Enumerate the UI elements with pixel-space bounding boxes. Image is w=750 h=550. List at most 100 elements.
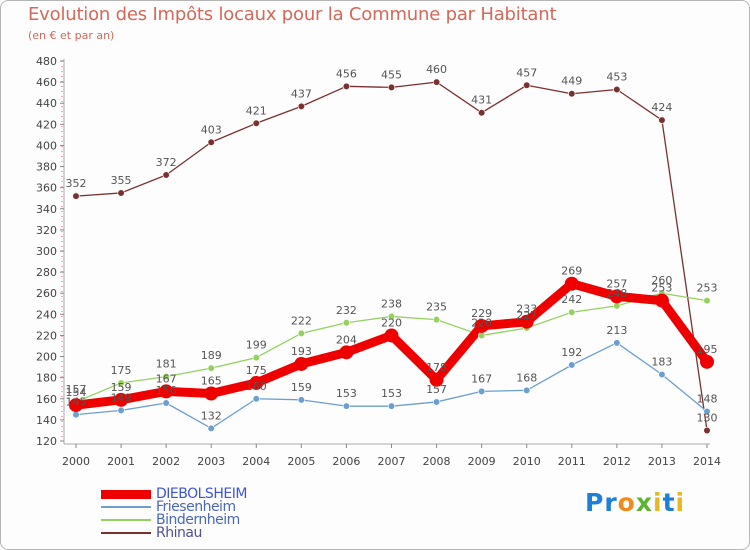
x-tick-label: 2005 [287,455,315,468]
data-label-bindernheim: 227 [516,309,537,322]
data-label-bindernheim: 248 [606,287,627,300]
data-label-rhinau: 355 [111,174,132,187]
data-label-bindernheim: 220 [471,316,492,329]
data-label-rhinau: 449 [561,75,582,88]
data-label-friesenheim: 213 [606,324,627,337]
point-rhinau [72,192,80,200]
data-label-rhinau: 437 [291,87,312,100]
x-tick-label: 2013 [648,455,676,468]
point-friesenheim [207,424,215,432]
data-label-friesenheim: 153 [381,387,402,400]
point-friesenheim [478,387,486,395]
data-label-bindernheim: 235 [426,301,447,314]
y-tick-label: 260 [36,287,57,300]
x-tick-label: 2010 [513,455,541,468]
point-friesenheim [432,398,441,406]
point-friesenheim [72,411,80,419]
data-label-bindernheim: 232 [336,304,357,317]
data-label-rhinau: 130 [697,411,718,424]
point-friesenheim [703,407,711,416]
point-rhinau [387,83,396,91]
point-friesenheim [613,339,621,347]
point-bindernheim [478,331,486,340]
point-bindernheim [387,312,396,321]
x-tick-label: 2006 [332,455,360,468]
point-friesenheim [387,402,396,410]
y-tick-label: 200 [36,351,57,364]
data-label-diebolsheim: 229 [471,307,492,320]
point-bindernheim [207,364,215,372]
data-label-friesenheim: 192 [561,346,582,359]
x-tick-label: 2003 [197,455,225,468]
point-friesenheim [568,361,576,369]
data-label-friesenheim: 160 [246,380,267,393]
x-tick-label: 2014 [693,455,721,468]
data-label-friesenheim: 183 [651,356,672,369]
data-label-bindernheim: 260 [651,274,672,287]
x-tick-label: 2002 [152,455,180,468]
data-label-rhinau: 457 [516,66,537,79]
point-friesenheim [162,399,170,407]
point-rhinau [432,78,441,86]
logo-letter: o [617,488,636,517]
data-label-rhinau: 456 [336,67,357,80]
x-tick-label: 2008 [423,455,451,468]
data-label-friesenheim: 156 [156,384,177,397]
data-label-diebolsheim: 193 [291,345,312,358]
x-tick-label: 2001 [107,455,135,468]
x-tick-label: 2000 [62,455,90,468]
proxiti-logo: Proxiti [585,488,685,517]
x-tick-label: 2007 [378,455,406,468]
point-rhinau [658,116,666,124]
point-rhinau [252,119,260,127]
point-diebolsheim [204,386,219,401]
data-label-rhinau: 421 [246,104,267,117]
logo-letter: P [585,488,605,517]
data-label-bindernheim: 242 [561,293,582,306]
axes: 120 140 160 180 200 220 240 260 280 300 320 340 360 3… [36,55,721,468]
chart-subtitle: (en € et par an) [28,29,115,42]
data-label-diebolsheim: 257 [606,277,627,290]
data-label-friesenheim: 168 [516,371,537,384]
y-tick-label: 420 [36,118,57,131]
data-label-rhinau: 453 [606,71,627,84]
series-markers [69,78,714,435]
point-diebolsheim [700,354,714,369]
point-rhinau [117,189,125,197]
data-label-friesenheim: 159 [291,381,312,394]
legend-swatch-rhinau [101,532,151,534]
point-diebolsheim [519,314,534,329]
logo-letter: r [604,488,618,517]
data-label-rhinau: 460 [426,63,447,76]
data-label-diebolsheim: 159 [111,381,132,394]
point-diebolsheim [249,375,264,390]
point-friesenheim [523,386,531,394]
legend-label-bindernheim: Bindernheim [156,512,240,528]
data-label-bindernheim: 199 [246,339,267,352]
point-diebolsheim [294,356,309,371]
point-bindernheim [342,319,351,327]
data-label-bindernheim: 238 [381,297,402,310]
point-rhinau [703,426,711,435]
data-label-rhinau: 352 [66,177,87,190]
point-diebolsheim [69,398,83,413]
y-tick-label: 360 [36,182,57,195]
point-rhinau [478,109,486,117]
logo-letter: x [635,488,653,517]
data-label-bindernheim: 175 [111,364,132,377]
data-label-bindernheim: 181 [156,358,177,371]
point-rhinau [613,85,621,94]
y-tick-label: 220 [36,329,57,342]
y-tick-label: 180 [36,372,57,385]
y-tick-label: 400 [36,139,57,152]
point-bindernheim [613,302,621,310]
data-label-diebolsheim: 253 [651,282,672,295]
legend-label-rhinau: Rhinau [156,525,202,541]
y-tick-label: 480 [36,55,57,68]
point-rhinau [342,82,351,90]
y-tick-label: 160 [36,393,57,406]
data-label-friesenheim: 167 [471,372,492,385]
point-bindernheim [117,379,125,387]
legend-label-friesenheim: Friesenheim [156,499,236,515]
